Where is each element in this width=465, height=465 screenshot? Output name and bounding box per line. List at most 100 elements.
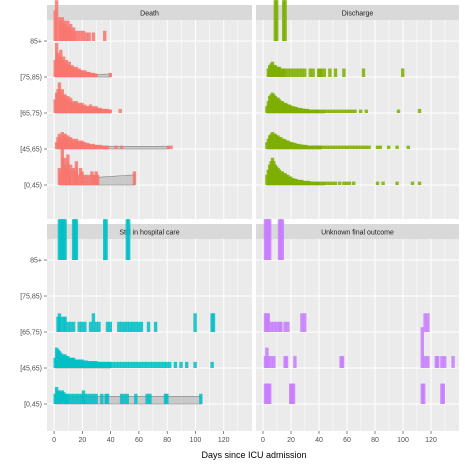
histogram-bar: [367, 145, 371, 149]
histogram-bar: [436, 356, 440, 368]
histogram-bar: [426, 356, 430, 368]
histogram-bar: [319, 181, 324, 185]
histogram-bar: [210, 361, 214, 368]
histogram-bar: [426, 313, 430, 332]
histogram-bar: [342, 181, 346, 185]
x-tick-label: 80: [371, 437, 379, 444]
histogram-bar: [359, 145, 363, 149]
histogram-bar: [401, 68, 405, 77]
histogram-bar: [211, 313, 216, 332]
histogram-bar: [333, 109, 338, 113]
histogram-bar: [283, 321, 287, 332]
histogram-bar: [105, 145, 110, 149]
histogram-bar: [328, 145, 332, 149]
histogram-bar: [319, 68, 324, 77]
histogram-bar: [342, 145, 346, 149]
histogram-bar: [396, 109, 401, 113]
histogram-bar: [410, 181, 415, 185]
histogram-bar: [342, 68, 346, 77]
histogram-bar: [300, 68, 304, 77]
facet-panels: Death Discharge Still in hospital care Unkn…: [47, 0, 459, 431]
panel-discharge: Discharge: [256, 0, 459, 219]
histogram-bar: [328, 109, 332, 113]
histogram-bar: [339, 145, 343, 149]
x-tick-label: 20: [287, 437, 295, 444]
histogram-bar: [146, 321, 151, 332]
row-65-75: [263, 313, 430, 332]
histogram-bar: [387, 145, 391, 149]
row-85: [53, 0, 107, 41]
strip-background: [47, 224, 252, 239]
histogram-bar: [66, 321, 70, 332]
histogram-bar: [280, 219, 284, 260]
strip-background: [256, 5, 459, 20]
histogram-bar: [108, 72, 112, 77]
histogram-bar: [117, 321, 121, 332]
histogram-bar: [114, 361, 118, 368]
histogram-bar: [297, 68, 301, 77]
histogram-bar: [122, 321, 127, 332]
histogram-bar: [331, 109, 335, 113]
histogram-bar: [95, 174, 100, 185]
histogram-bar: [275, 321, 279, 332]
histogram-bar: [63, 219, 67, 260]
histogram-bar: [76, 174, 80, 185]
histogram-bar: [291, 68, 296, 77]
histogram-bar: [73, 30, 77, 41]
histogram-bar: [359, 109, 363, 113]
y-tick-label: [65,75): [20, 111, 42, 118]
histogram-bar: [275, 0, 279, 41]
histogram-bar: [105, 393, 110, 404]
histogram-bar: [293, 356, 297, 368]
histogram-bar: [339, 109, 343, 113]
histogram-bar: [342, 109, 346, 113]
histogram-bar: [151, 361, 155, 368]
histogram-bar: [66, 154, 70, 185]
strip-title: Unknown final outcome: [321, 230, 394, 237]
strip-title: Discharge: [342, 11, 374, 18]
histogram-bar: [125, 393, 129, 404]
histogram-bar: [375, 181, 380, 185]
row-0-45: [53, 387, 203, 405]
histogram-bar: [132, 171, 137, 185]
histogram-bar: [84, 32, 88, 41]
histogram-bar: [361, 68, 366, 77]
strip-title: Still in hospital care: [119, 230, 179, 237]
histogram-bar: [71, 393, 76, 404]
histogram-bar: [328, 181, 332, 185]
histogram-bar: [417, 108, 422, 113]
histogram-bar: [303, 313, 307, 332]
histogram-bar: [286, 321, 290, 332]
histogram-bar: [322, 181, 326, 185]
y-tick-label: [45,65): [20, 366, 42, 373]
histogram-bar: [100, 393, 104, 404]
y-axes: [0,45) [45,65) [65,75) [75,85) 85+ [0,45) [45,…: [20, 39, 47, 409]
histogram-bar: [131, 361, 135, 368]
histogram-bar: [66, 393, 70, 404]
histogram-bar: [286, 68, 290, 77]
row-65-75: [53, 82, 122, 114]
histogram-bar: [322, 145, 326, 149]
histogram-bar: [317, 181, 321, 185]
histogram-bar: [139, 361, 144, 368]
row-0-45: [263, 383, 445, 404]
histogram-bar: [84, 174, 88, 185]
histogram-bar: [108, 361, 112, 368]
histogram-bar: [104, 219, 108, 260]
histogram-bar: [128, 361, 132, 368]
x-tick-label: 40: [107, 437, 115, 444]
histogram-bar: [283, 68, 287, 77]
histogram-bar: [395, 145, 399, 149]
histogram-bar: [361, 145, 366, 149]
histogram-bar: [119, 145, 124, 149]
histogram-bar: [378, 145, 382, 149]
histogram-bar: [131, 321, 135, 332]
histogram-bar: [381, 181, 385, 185]
histogram-bar: [322, 68, 326, 77]
x-tick-label: 0: [261, 437, 265, 444]
histogram-bar: [340, 356, 345, 368]
row-75-85: [266, 61, 405, 77]
histogram-bar: [269, 356, 273, 368]
histogram-bar: [268, 219, 272, 260]
